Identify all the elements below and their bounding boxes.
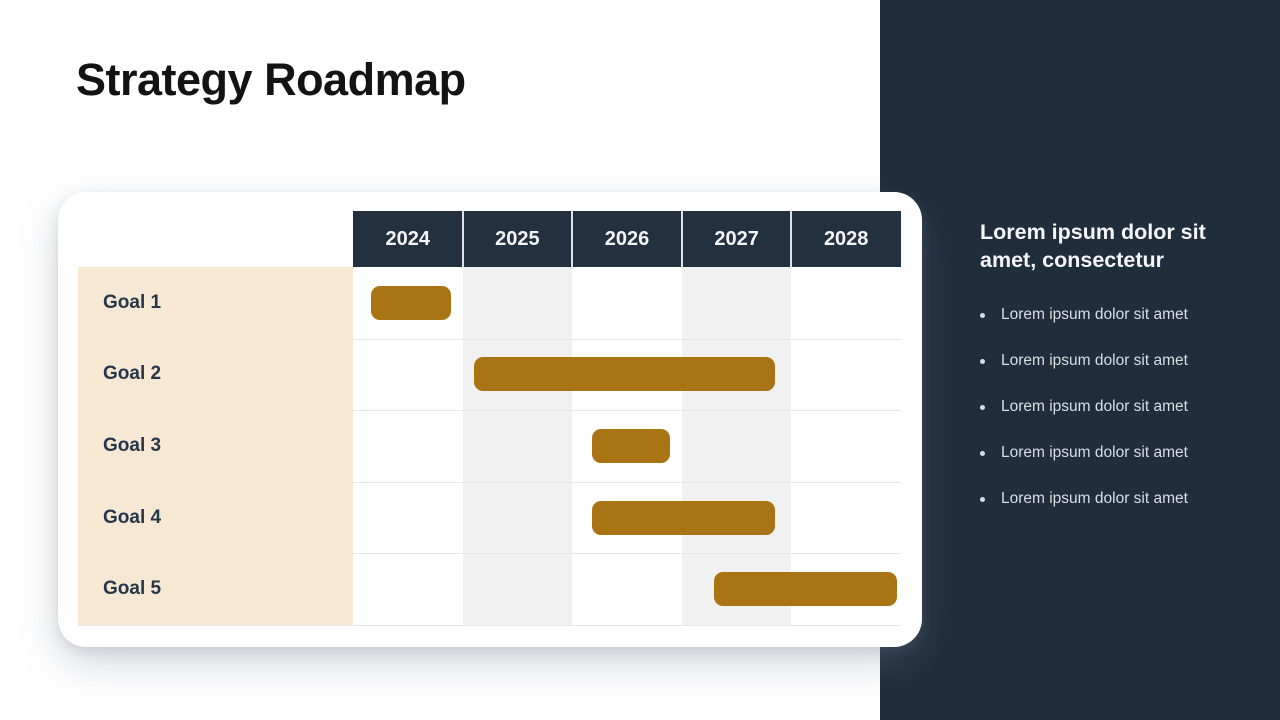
bullet-dot-icon [980,450,985,456]
row-separator [78,481,901,483]
bullet-text: Lorem ipsum dolor sit amet [1001,306,1188,324]
gantt-chart: 2024 2025 2026 2027 2028 Goal 1 Goal 2 Goal 3 Go… [58,192,922,647]
panel-content: Lorem ipsum dolor sit amet, consectetur … [980,219,1230,535]
gantt-bar [591,429,670,463]
goal-row-label: Goal 5 [78,553,353,625]
gantt-bar [473,357,775,392]
row-separator [78,625,901,626]
bullet-dot-icon [980,312,985,318]
gantt-bar [713,572,897,607]
bullet-item: Lorem ipsum dolor sit amet [980,351,1230,372]
bullet-dot-icon [980,358,985,364]
bullet-text: Lorem ipsum dolor sit amet [1001,352,1188,370]
row-separator [78,553,901,555]
gantt-bar [591,500,775,535]
gantt-bar [370,285,451,320]
bullet-item: Lorem ipsum dolor sit amet [980,489,1230,510]
bullet-dot-icon [980,404,985,410]
year-header-cell: 2028 [823,227,869,250]
bullet-text: Lorem ipsum dolor sit amet [1001,444,1188,462]
year-header-cell: 2026 [604,227,650,250]
goal-row-label: Goal 1 [78,267,353,339]
year-header-divider [571,211,574,267]
year-header-strip [353,211,901,267]
year-header-divider [461,211,464,267]
bullet-item: Lorem ipsum dolor sit amet [980,305,1230,326]
side-panel [880,0,1280,720]
column-stripe [681,267,792,625]
bullet-dot-icon [980,496,985,502]
slide-title: Strategy Roadmap [76,54,466,105]
goal-row-label: Goal 3 [78,410,353,482]
row-separator [78,338,901,340]
year-header-divider [790,211,793,267]
goal-row-label: Goal 2 [78,338,353,411]
year-header-cell: 2024 [385,227,431,250]
row-separator [78,410,901,412]
year-header-cell: 2027 [714,227,759,250]
year-header-cell: 2025 [495,227,540,250]
panel-heading: Lorem ipsum dolor sit amet, consectetur [980,220,1206,272]
goal-row-label: Goal 4 [78,481,353,554]
bullet-list: Lorem ipsum dolor sit amet Lorem ipsum do… [980,305,1230,510]
year-header-divider [680,211,683,267]
bullet-item: Lorem ipsum dolor sit amet [980,397,1230,418]
bullet-text: Lorem ipsum dolor sit amet [1001,398,1188,416]
gantt-card: 2024 2025 2026 2027 2028 Goal 1 Goal 2 Goal 3 Go… [58,192,922,647]
column-stripe [462,267,573,625]
bullet-text: Lorem ipsum dolor sit amet [1001,490,1188,508]
bullet-item: Lorem ipsum dolor sit amet [980,443,1230,464]
